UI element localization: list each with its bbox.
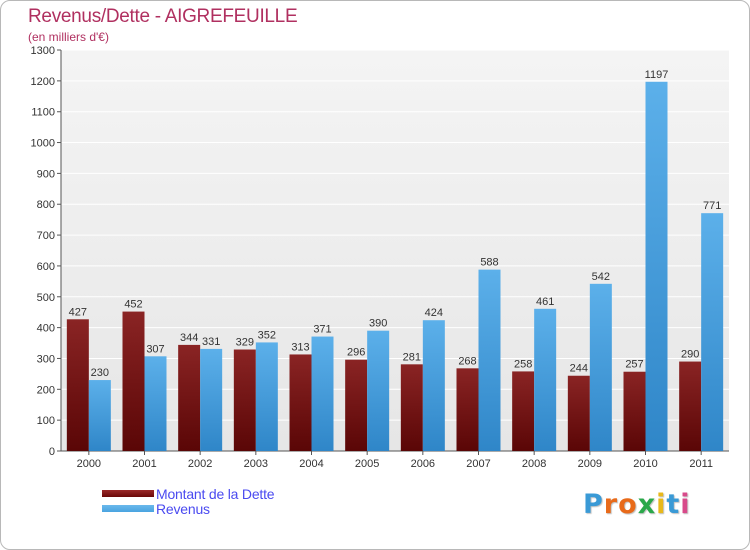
x-tick-label: 2006 [411,458,435,470]
data-label-revenus: 371 [313,324,331,336]
x-tick-label: 2005 [355,458,379,470]
y-tick-label: 200 [37,384,55,396]
y-tick-label: 1300 [31,45,55,57]
data-label-dette: 296 [347,347,365,359]
chart-subtitle: (en milliers d'€) [28,30,109,44]
data-label-revenus: 542 [592,271,610,283]
data-label-dette: 281 [403,351,421,363]
bar-revenus [701,213,724,451]
logo-letter: i [680,489,691,520]
x-tick-label: 2007 [466,458,490,470]
x-tick-label: 2001 [132,458,156,470]
bar-revenus [534,308,557,451]
data-label-dette: 257 [625,359,643,371]
y-tick-label: 0 [49,446,55,458]
y-tick-label: 400 [37,323,55,335]
bar-dette [679,361,702,451]
x-tick-label: 2002 [188,458,212,470]
y-tick-label: 1200 [31,76,55,88]
x-tick-label: 2011 [689,458,713,470]
bar-dette [289,354,312,451]
data-label-dette: 452 [124,299,142,311]
y-tick-label: 600 [37,261,55,273]
y-tick-label: 1000 [31,138,55,150]
y-tick-label: 300 [37,353,55,365]
data-label-dette: 427 [69,306,87,318]
logo-letter: t [666,489,681,520]
legend-label-revenus: Revenus [156,501,210,517]
bar-dette [122,311,145,451]
y-tick-label: 900 [37,168,55,180]
bar-revenus [255,342,278,451]
data-label-revenus: 1197 [645,69,669,81]
plot-area [61,50,729,451]
bar-revenus [645,81,668,451]
logo-letter: i [656,489,667,520]
y-tick-label: 1100 [31,107,55,119]
data-label-dette: 313 [291,341,309,353]
data-label-dette: 268 [458,355,476,367]
bar-dette [623,371,646,451]
bar-revenus [478,269,501,451]
bar-dette [233,349,256,451]
legend-swatch-revenus [102,505,154,512]
bar-revenus [589,283,612,451]
bar-revenus [144,356,167,451]
data-label-dette: 329 [236,337,254,349]
bar-revenus [200,348,223,451]
data-label-dette: 344 [180,332,198,344]
bar-dette [345,359,368,451]
x-tick-label: 2003 [244,458,268,470]
data-label-revenus: 331 [202,336,220,348]
x-tick-label: 2010 [633,458,657,470]
proxiti-logo: Proxiti [583,489,691,520]
x-tick-label: 2004 [299,458,323,470]
bar-revenus [311,336,334,451]
data-label-revenus: 307 [146,343,164,355]
data-label-revenus: 588 [480,257,498,269]
y-tick-label: 800 [37,199,55,211]
data-label-dette: 290 [681,349,699,361]
x-tick-label: 2008 [522,458,546,470]
data-label-revenus: 461 [536,296,554,308]
logo-letter: r [603,489,619,520]
data-label-dette: 258 [514,358,532,370]
logo-letter: x [637,489,657,520]
x-tick-label: 2000 [77,458,101,470]
y-tick-label: 500 [37,292,55,304]
bar-dette [178,344,201,451]
x-tick-label: 2009 [578,458,602,470]
bar-dette [456,368,479,451]
data-label-revenus: 230 [91,367,109,379]
data-label-revenus: 352 [258,329,276,341]
bar-dette [567,375,590,451]
bar-revenus [422,320,445,451]
data-label-revenus: 390 [369,318,387,330]
bar-dette [400,364,423,451]
chart-title: Revenus/Dette - AIGREFEUILLE [28,6,298,27]
data-label-revenus: 771 [703,200,721,212]
y-tick-label: 100 [37,415,55,427]
data-label-revenus: 424 [425,307,443,319]
bar-dette [66,319,89,451]
data-label-dette: 244 [570,363,588,375]
legend-label-dette: Montant de la Dette [156,486,275,502]
logo-letter: o [618,489,638,520]
bar-dette [512,371,535,451]
y-tick-label: 700 [37,230,55,242]
bar-revenus [367,330,390,451]
logo-letter: P [583,489,604,520]
bar-revenus [88,380,111,451]
legend-swatch-dette [102,490,154,497]
